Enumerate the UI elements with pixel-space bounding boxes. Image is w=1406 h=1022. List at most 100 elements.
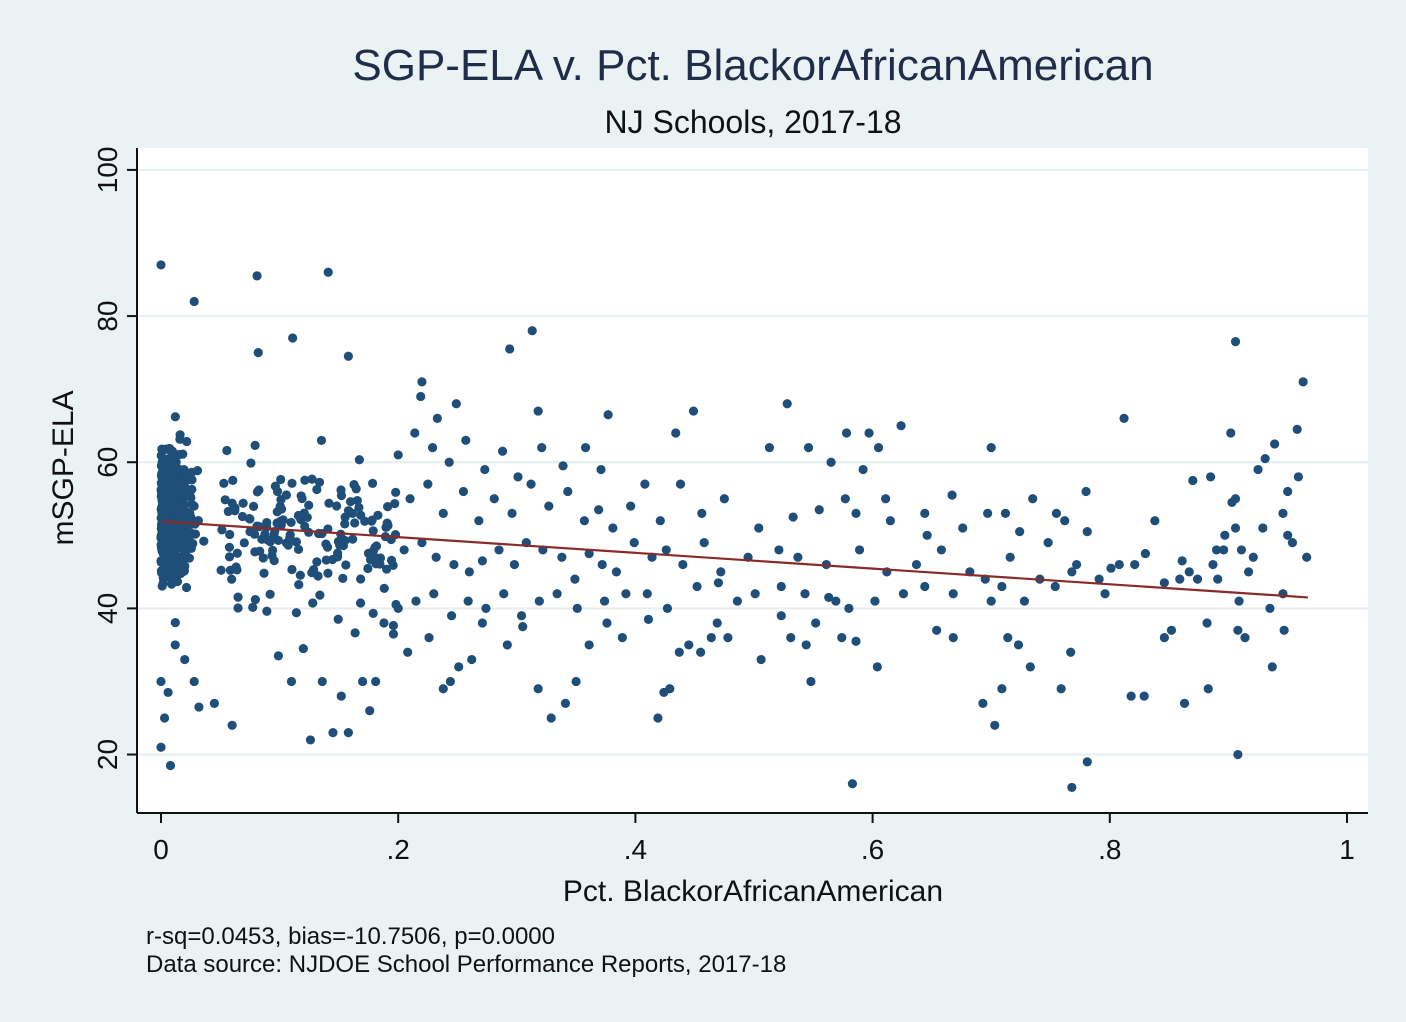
data-point — [1071, 559, 1082, 570]
y-axis-ticks: 20 40 60 80 100 — [92, 147, 137, 770]
data-point — [788, 512, 798, 522]
data-point — [312, 557, 322, 567]
data-point — [599, 596, 610, 606]
scatter-points — [156, 260, 1312, 793]
data-point — [170, 617, 180, 628]
data-point — [180, 654, 190, 665]
data-point — [932, 625, 942, 635]
data-point — [958, 523, 968, 533]
data-point — [847, 779, 858, 789]
data-point — [840, 494, 850, 504]
data-point — [572, 603, 582, 613]
data-point — [255, 546, 265, 556]
x-tick-label: .8 — [1098, 834, 1121, 865]
data-point — [1283, 530, 1293, 540]
data-point — [697, 508, 707, 518]
data-point — [286, 517, 296, 528]
data-point — [417, 538, 427, 548]
y-tick-label: 20 — [92, 739, 123, 770]
data-point — [322, 542, 333, 552]
data-point — [579, 516, 590, 526]
chart-title: SGP-ELA v. Pct. BlackorAfricanAmerican — [352, 41, 1153, 90]
data-point — [316, 435, 327, 446]
data-point — [163, 687, 173, 698]
data-point — [308, 598, 318, 608]
data-point — [354, 455, 364, 465]
data-point — [461, 435, 471, 445]
data-point — [584, 548, 594, 559]
data-point — [936, 545, 946, 555]
data-point — [1106, 563, 1116, 573]
data-point — [386, 555, 397, 565]
data-point — [222, 445, 232, 456]
data-point — [365, 555, 376, 565]
data-point — [997, 684, 1007, 694]
data-point — [1208, 559, 1218, 570]
data-point — [947, 490, 957, 500]
data-point — [383, 502, 393, 512]
data-point — [323, 568, 333, 578]
data-point — [557, 552, 567, 562]
data-point — [776, 611, 786, 621]
data-point — [1094, 574, 1104, 584]
data-point — [1279, 625, 1289, 635]
data-point — [158, 483, 169, 493]
data-point — [189, 296, 199, 307]
data-point — [275, 501, 285, 511]
data-point — [1211, 545, 1222, 555]
data-point — [659, 687, 669, 698]
data-point — [356, 574, 366, 584]
data-point — [1230, 523, 1241, 533]
data-point — [494, 545, 504, 555]
data-point — [227, 574, 237, 584]
data-point — [1184, 567, 1194, 577]
grid-lines — [137, 168, 1368, 756]
data-point — [497, 446, 508, 456]
data-point — [287, 478, 297, 488]
data-point — [187, 484, 197, 494]
data-point — [388, 629, 399, 639]
data-point — [172, 576, 183, 587]
data-point — [872, 662, 882, 672]
data-point — [1203, 684, 1213, 694]
data-point — [1206, 472, 1216, 482]
data-point — [1230, 337, 1241, 347]
data-point — [458, 486, 469, 497]
y-tick-label: 60 — [92, 447, 123, 478]
plot-area — [137, 148, 1368, 813]
data-point — [997, 581, 1007, 592]
x-tick-label: .4 — [624, 834, 647, 865]
data-point — [356, 510, 366, 520]
data-point — [688, 406, 699, 416]
data-point — [1060, 516, 1070, 526]
data-point — [1270, 439, 1280, 449]
data-point — [1025, 662, 1035, 672]
data-point — [1028, 494, 1038, 504]
data-point — [489, 494, 499, 504]
data-point — [288, 333, 298, 343]
data-point — [174, 524, 184, 534]
data-point — [164, 524, 175, 534]
data-point — [169, 453, 179, 463]
data-point — [671, 428, 681, 438]
x-tick-label: .2 — [387, 834, 410, 865]
data-point — [165, 760, 176, 771]
data-point — [1219, 545, 1229, 555]
data-point — [345, 497, 356, 507]
data-point — [438, 508, 448, 518]
data-point — [341, 560, 351, 570]
data-point — [1234, 596, 1244, 606]
data-point — [1240, 633, 1250, 643]
data-point — [431, 552, 441, 562]
data-point — [248, 602, 258, 612]
data-point — [1159, 578, 1169, 588]
data-point — [782, 399, 792, 409]
data-point — [238, 498, 248, 508]
data-point — [257, 534, 267, 544]
data-point — [611, 567, 622, 577]
data-point — [350, 518, 360, 528]
data-point — [1283, 486, 1293, 497]
data-point — [254, 485, 264, 495]
data-point — [1293, 472, 1303, 482]
data-point — [270, 481, 280, 491]
